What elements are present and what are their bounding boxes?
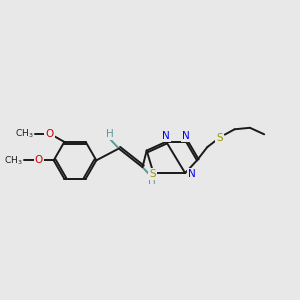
- Text: O: O: [35, 155, 43, 165]
- Text: N: N: [162, 131, 170, 141]
- Text: CH$_3$: CH$_3$: [15, 128, 33, 140]
- Text: O: O: [45, 129, 54, 139]
- Text: N: N: [182, 131, 190, 141]
- Text: S: S: [150, 169, 156, 179]
- Text: H: H: [106, 129, 114, 139]
- Text: H: H: [148, 176, 155, 186]
- Text: N: N: [188, 169, 196, 179]
- Text: CH$_3$: CH$_3$: [4, 154, 22, 167]
- Text: S: S: [217, 133, 223, 142]
